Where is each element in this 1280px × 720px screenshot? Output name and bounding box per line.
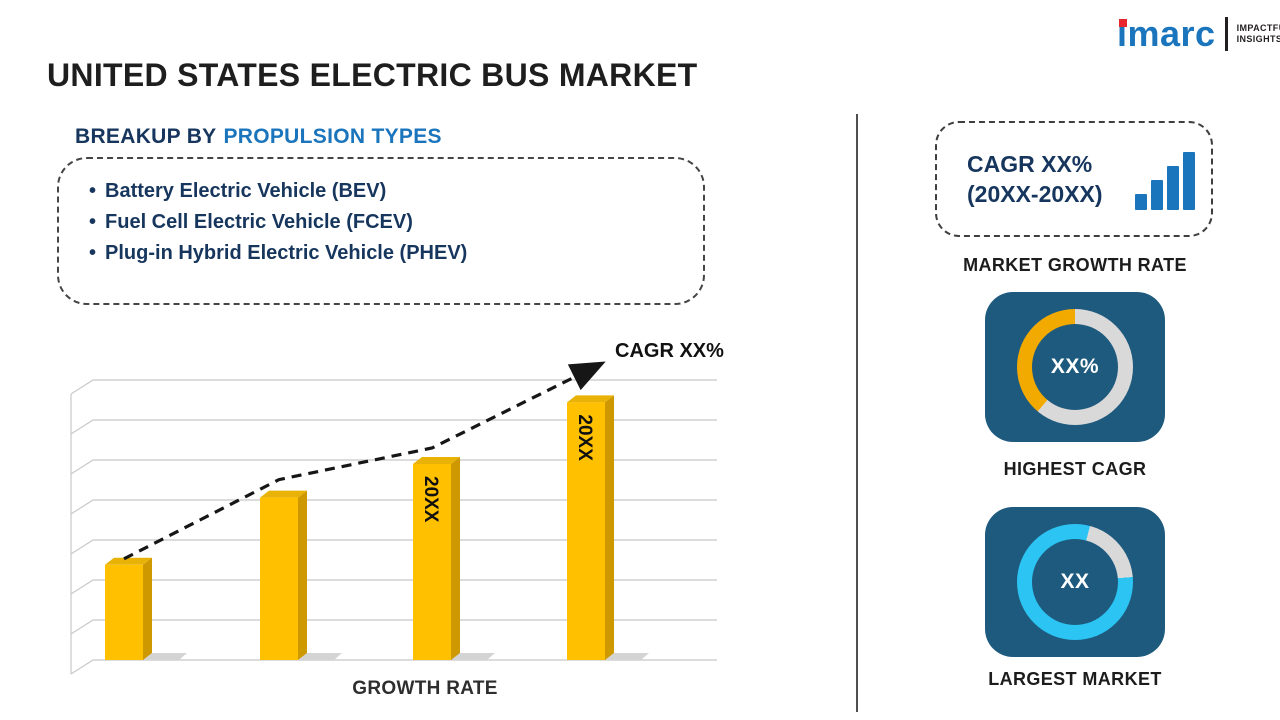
propulsion-types-box: • Battery Electric Vehicle (BEV) • Fuel … [57,157,705,305]
cagr-card: CAGR XX% (20XX-20XX) [935,121,1213,237]
chart-x-axis-label: GROWTH RATE [352,678,498,699]
page-title: UNITED STATES ELECTRIC BUS MARKET [47,57,698,93]
largest-market-label: LARGEST MARKET [988,669,1162,689]
donut-hole: XX [1032,539,1118,625]
bar-chart-icon-bar [1135,194,1147,210]
bar-chart-icon [1135,148,1195,210]
logo-tagline: IMPACTFUL INSIGHTS [1237,23,1280,45]
list-item-label: Battery Electric Vehicle (BEV) [105,180,387,202]
list-item: • Plug-in Hybrid Electric Vehicle (PHEV) [89,238,673,269]
bullet-icon: • [89,180,97,202]
bar-chart-icon-bar [1183,152,1195,210]
highest-cagr-value: XX% [1050,355,1100,378]
list-item: • Fuel Cell Electric Vehicle (FCEV) [89,207,673,238]
svg-text:20XX: 20XX [574,414,595,461]
cagr-card-line2: (20XX-20XX) [967,181,1103,207]
imarc-brand-text: imarc [1117,13,1216,54]
largest-market-tile: XX [985,507,1165,657]
largest-market-donut-chart: XX [1017,524,1133,640]
breakup-heading-highlight: PROPULSION TYPES [223,125,442,148]
imarc-wordmark: imarc [1117,16,1216,52]
list-item-label: Fuel Cell Electric Vehicle (FCEV) [105,211,413,233]
donut-hole: XX% [1032,324,1118,410]
logo-tagline-line1: IMPACTFUL [1236,23,1280,33]
cagr-annotation: CAGR XX% [615,340,724,362]
bullet-icon: • [89,211,97,233]
bullet-icon: • [89,242,97,264]
chart-bars: 20XX 20XX [105,395,649,660]
cagr-card-text: CAGR XX% (20XX-20XX) [967,149,1121,209]
cagr-card-line1: CAGR XX% [967,151,1093,177]
vertical-divider [856,114,858,712]
chart-gridlines [70,379,717,675]
highest-cagr-label: HIGHEST CAGR [1003,459,1147,479]
market-growth-rate-label: MARKET GROWTH RATE [963,255,1187,275]
logo-divider [1224,17,1228,51]
largest-market-value: XX [1060,570,1090,593]
trend-arrow [123,361,606,561]
bar-chart-icon-bar [1167,166,1179,210]
highest-cagr-tile: XX% [985,292,1165,442]
breakup-heading-prefix: BREAKUP BY [75,125,217,148]
breakup-heading: BREAKUP BY PROPULSION TYPES [75,125,442,149]
imarc-logo: imarc IMPACTFUL INSIGHTS [1117,16,1280,52]
list-item-label: Plug-in Hybrid Electric Vehicle (PHEV) [105,242,468,264]
imarc-red-dot-icon [1119,19,1127,27]
bar-chart-icon-bar [1151,180,1163,210]
list-item: • Battery Electric Vehicle (BEV) [89,176,673,207]
svg-text:20XX: 20XX [420,476,441,523]
logo-tagline-line2: INSIGHTS [1236,34,1280,44]
growth-bar-chart: 20XX 20XX [70,361,717,675]
highest-cagr-donut-chart: XX% [1017,309,1133,425]
